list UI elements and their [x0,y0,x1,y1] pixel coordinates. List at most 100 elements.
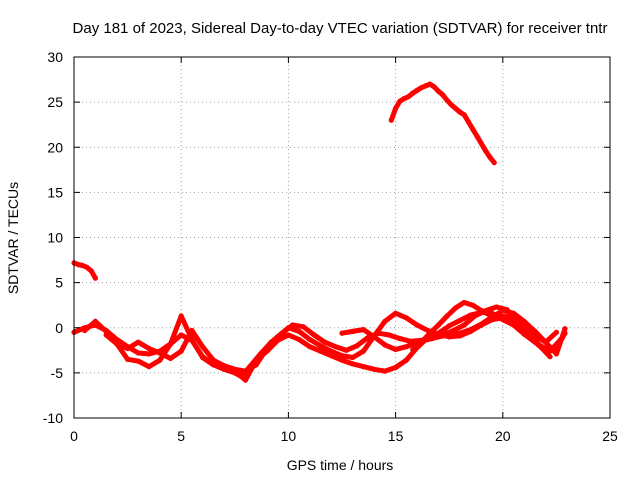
data-point [307,344,313,350]
data-point [474,133,480,139]
data-point [221,363,227,369]
data-point [423,83,429,89]
y-tick-label: 5 [55,275,63,291]
data-point [397,98,403,104]
data-point [504,314,510,320]
data-point [253,362,259,368]
data-point [457,109,463,115]
data-point [75,262,81,268]
y-tick-label: 0 [55,320,63,336]
data-point [242,377,249,383]
data-point [457,330,463,336]
data-point [103,328,109,334]
data-point [350,354,356,361]
y-tick-label: 25 [47,94,63,110]
data-point [296,328,302,334]
data-point [444,97,450,103]
data-point [513,315,519,321]
data-point [521,331,527,337]
data-point [371,334,377,340]
data-point [414,322,420,328]
data-point [146,351,152,357]
data-point [318,343,324,349]
y-tick-label: 20 [47,139,63,155]
data-point [393,364,399,371]
data-point [275,334,281,340]
x-tick-label: 0 [70,428,78,444]
y-axis-label: SDTVAR / TECUs [5,182,21,294]
data-point [350,361,356,367]
data-point [418,339,424,345]
data-point [135,358,141,364]
data-point [296,336,302,343]
data-point [114,341,120,347]
data-point [461,112,467,118]
data-point [393,346,399,352]
data-point [547,354,553,360]
y-tick-label: 15 [47,184,63,200]
data-point [354,343,360,349]
data-layer [71,81,568,383]
data-point [401,95,407,102]
data-point [178,313,184,319]
data-point [461,299,467,306]
data-point [386,332,392,338]
data-point [500,308,506,314]
x-tick-label: 15 [388,428,404,444]
data-point [382,368,388,374]
data-point [405,94,412,100]
data-point [461,322,467,328]
data-point [427,330,433,336]
data-point [470,302,476,308]
data-point [82,327,88,334]
data-point [478,141,484,147]
data-point [403,357,409,363]
data-point [493,304,499,310]
data-point [530,335,536,341]
data-point [487,312,493,318]
data-point [382,318,388,324]
data-point [84,264,90,270]
y-tick-label: 30 [47,49,63,65]
data-point [135,350,141,356]
data-point [465,119,472,125]
data-point [157,357,163,363]
data-point [468,312,474,318]
data-point [167,341,174,347]
data-point [178,348,184,354]
data-point [307,336,313,343]
data-point [532,328,538,334]
data-point [328,348,334,354]
data-point [448,102,454,108]
grid-layer [74,57,610,418]
data-point [80,262,86,269]
data-point [446,323,452,329]
x-axis-label: GPS time / hours [287,457,394,473]
data-point [178,332,184,338]
data-point [562,326,568,332]
data-point [403,315,409,321]
data-point [210,357,216,363]
data-point [157,350,163,356]
data-point [453,305,459,311]
data-point [146,364,152,370]
data-point [491,160,497,166]
data-point [510,310,517,316]
data-point [453,105,459,111]
x-tick-label: 5 [177,428,185,444]
data-point [470,126,476,132]
data-point [242,368,249,374]
data-point [311,332,317,338]
data-point [232,366,238,372]
data-point [318,348,324,354]
data-series-track-d [339,308,568,357]
data-point [468,327,474,333]
data-point [410,90,416,96]
data-point [435,88,442,94]
data-point [397,336,403,342]
x-tick-label: 20 [495,428,511,444]
chart-title: Day 181 of 2023, Sidereal Day-to-day VTE… [73,20,608,37]
data-point [285,325,291,331]
